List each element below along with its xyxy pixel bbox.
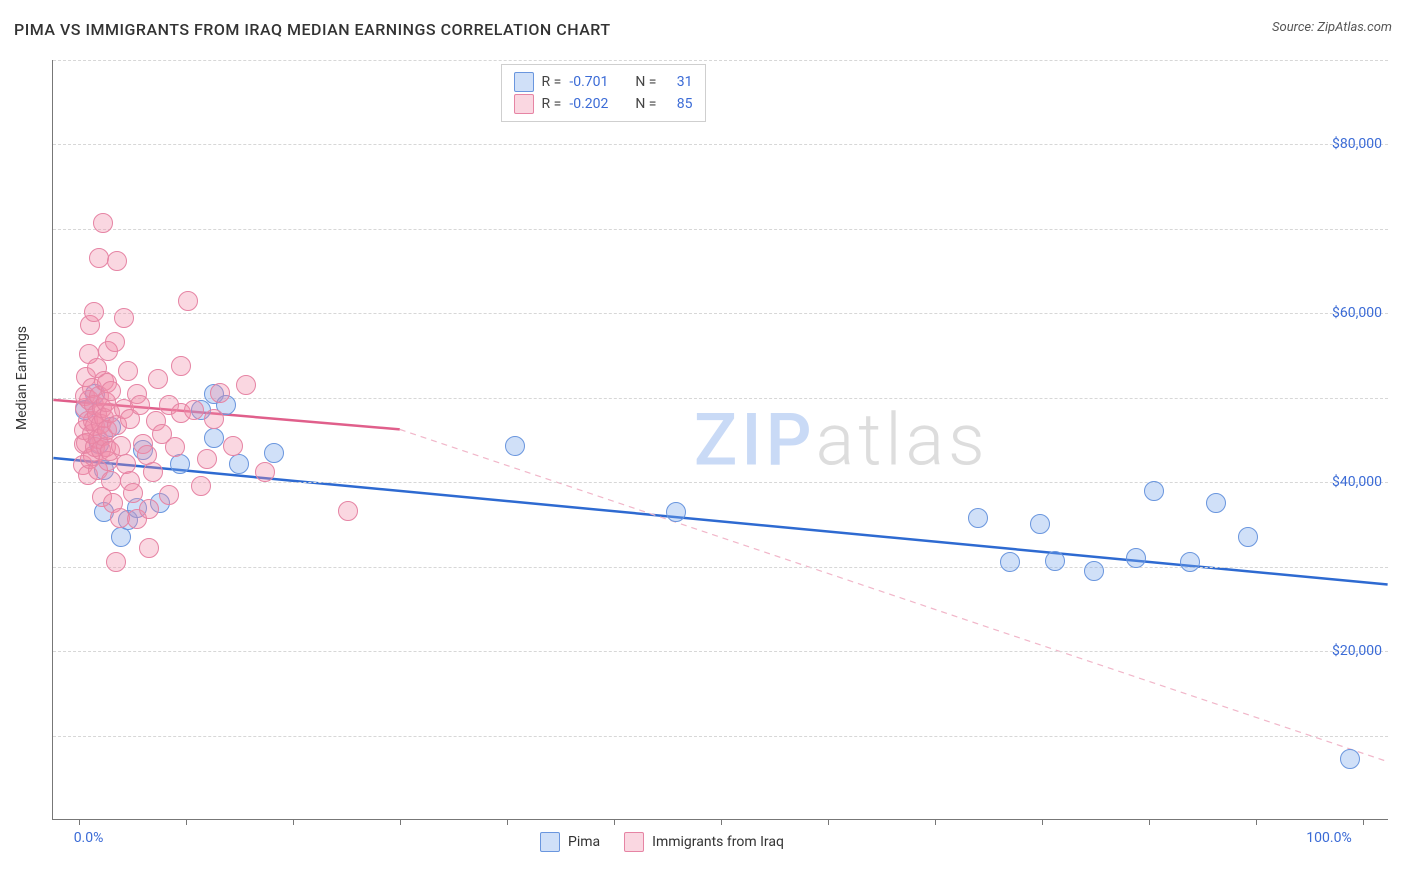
x-tick (721, 819, 722, 825)
x-tick (293, 819, 294, 825)
data-point (1045, 551, 1065, 571)
source-attribution: Source: ZipAtlas.com (1272, 20, 1392, 35)
legend-correlation-box: R = -0.701 N = 31 R = -0.202 N = 85 (501, 64, 706, 122)
data-point (184, 400, 204, 420)
gridline-h (53, 736, 1388, 737)
data-point (114, 308, 134, 328)
data-point (106, 552, 126, 572)
y-axis-label: Median Earnings (14, 326, 30, 430)
legend-row: R = -0.701 N = 31 (514, 71, 693, 93)
plot-svg (53, 60, 1388, 819)
data-point (338, 501, 358, 521)
gridline-h (53, 144, 1388, 145)
data-point (1126, 548, 1146, 568)
legend-n-label: N = (635, 93, 656, 115)
x-tick (1363, 819, 1364, 825)
data-point (139, 499, 159, 519)
data-point (89, 248, 109, 268)
legend-series: Pima Immigrants from Iraq (540, 832, 784, 852)
data-point (1238, 527, 1258, 547)
data-point (118, 361, 138, 381)
data-point (101, 381, 121, 401)
legend-row: R = -0.202 N = 85 (514, 93, 693, 115)
legend-n-label: N = (635, 71, 656, 93)
x-tick (186, 819, 187, 825)
data-point (210, 383, 230, 403)
data-point (105, 332, 125, 352)
data-point (666, 502, 686, 522)
data-point (107, 251, 127, 271)
legend-series-item: Pima (540, 832, 600, 852)
data-point (204, 428, 224, 448)
legend-swatch (624, 832, 644, 852)
data-point (1084, 561, 1104, 581)
y-tick-label: $20,000 (1332, 643, 1382, 659)
data-point (101, 471, 121, 491)
legend-n-value: 31 (665, 71, 693, 93)
data-point (1030, 514, 1050, 534)
data-point (165, 437, 185, 457)
legend-n-value: 85 (665, 93, 693, 115)
data-point (130, 395, 150, 415)
gridline-h (53, 229, 1388, 230)
x-tick (507, 819, 508, 825)
gridline-h (53, 482, 1388, 483)
y-tick-label: $60,000 (1332, 305, 1382, 321)
scatter-plot-area: ZIPatlas R =-0.701N =31R =-0.202N =85 $2… (52, 60, 1388, 820)
trendline (400, 429, 1388, 761)
data-point (968, 508, 988, 528)
data-point (223, 436, 243, 456)
chart-title: PIMA VS IMMIGRANTS FROM IRAQ MEDIAN EARN… (14, 20, 611, 39)
data-point (505, 436, 525, 456)
data-point (139, 538, 159, 558)
x-tick (828, 819, 829, 825)
gridline-h (53, 398, 1388, 399)
x-tick-label: 0.0% (74, 830, 104, 846)
legend-r-label: R = (542, 93, 562, 115)
data-point (171, 356, 191, 376)
data-point (1340, 749, 1360, 769)
data-point (197, 449, 217, 469)
data-point (143, 462, 163, 482)
data-point (1180, 552, 1200, 572)
x-tick (1042, 819, 1043, 825)
x-tick (1256, 819, 1257, 825)
legend-swatch (514, 72, 534, 92)
x-tick (614, 819, 615, 825)
data-point (178, 291, 198, 311)
x-tick-label: 100.0% (1306, 830, 1351, 846)
gridline-h (53, 313, 1388, 314)
data-point (159, 485, 179, 505)
data-point (84, 302, 104, 322)
y-tick-label: $80,000 (1332, 136, 1382, 152)
gridline-h (53, 651, 1388, 652)
data-point (1206, 493, 1226, 513)
legend-series-item: Immigrants from Iraq (624, 832, 784, 852)
data-point (93, 213, 113, 233)
x-tick (935, 819, 936, 825)
data-point (255, 462, 275, 482)
data-point (111, 436, 131, 456)
y-tick-label: $40,000 (1332, 474, 1382, 490)
data-point (229, 454, 249, 474)
legend-series-name: Pima (568, 834, 600, 850)
x-tick (400, 819, 401, 825)
data-point (204, 409, 224, 429)
data-point (236, 375, 256, 395)
data-point (1144, 481, 1164, 501)
legend-r-label: R = (542, 71, 562, 93)
gridline-h (53, 60, 1388, 61)
legend-r-value: -0.202 (569, 93, 627, 115)
x-tick (1149, 819, 1150, 825)
x-tick (79, 819, 80, 825)
data-point (148, 369, 168, 389)
legend-series-name: Immigrants from Iraq (652, 834, 784, 850)
data-point (264, 443, 284, 463)
data-point (191, 476, 211, 496)
data-point (123, 483, 143, 503)
legend-swatch (540, 832, 560, 852)
legend-swatch (514, 94, 534, 114)
legend-r-value: -0.701 (569, 71, 627, 93)
data-point (1000, 552, 1020, 572)
